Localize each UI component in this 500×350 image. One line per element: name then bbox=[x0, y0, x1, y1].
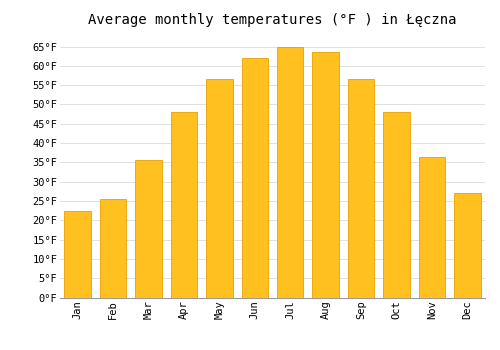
Bar bbox=[277, 47, 303, 298]
Bar bbox=[454, 193, 480, 298]
Bar bbox=[242, 58, 268, 298]
Bar bbox=[136, 160, 162, 298]
Bar bbox=[418, 156, 445, 298]
Bar bbox=[170, 112, 197, 298]
Bar bbox=[100, 199, 126, 298]
Bar bbox=[348, 79, 374, 298]
Title: Average monthly temperatures (°F ) in Łęczna: Average monthly temperatures (°F ) in Łę… bbox=[88, 13, 457, 27]
Bar bbox=[312, 52, 339, 298]
Bar bbox=[383, 112, 409, 298]
Bar bbox=[64, 211, 91, 298]
Bar bbox=[206, 79, 233, 298]
